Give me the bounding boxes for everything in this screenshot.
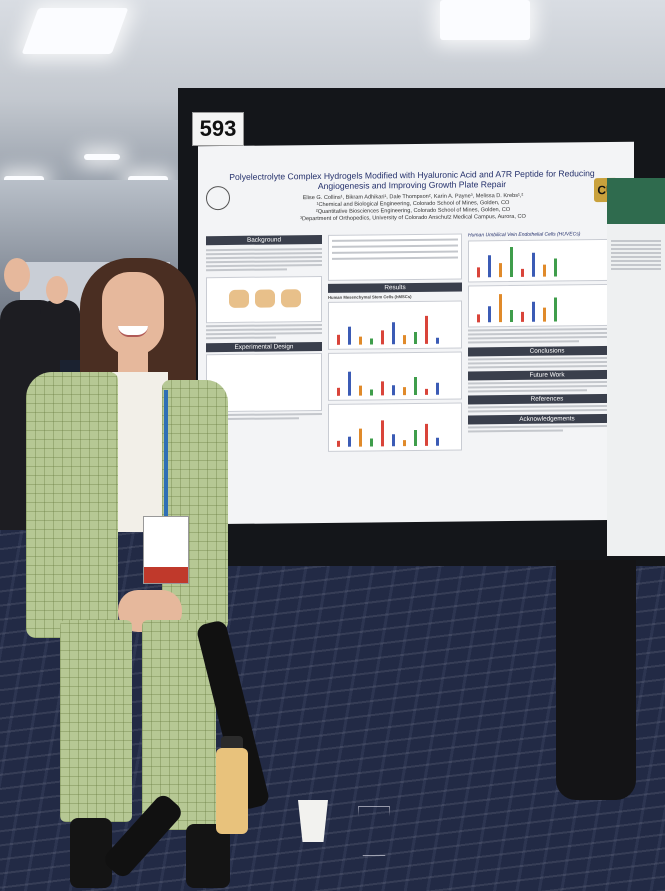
chart-bar (532, 252, 535, 277)
plaid-trousers (60, 620, 132, 822)
chart-bar (532, 301, 535, 322)
hmsc-subheading: Human Mesenchymal Stem Cells (hMSCs) (328, 294, 412, 300)
name-badge (143, 516, 189, 584)
chart-bar (543, 264, 546, 277)
growth-plate-figure (206, 275, 322, 324)
background-attendee-head (4, 258, 30, 292)
chart-bar (392, 322, 395, 345)
chart-bar (477, 314, 480, 323)
face (102, 272, 164, 356)
chart-bar (488, 306, 491, 323)
research-poster: CU Polyelectrolyte Complex Hydrogels Mod… (198, 141, 634, 525)
chart-bar (436, 437, 439, 446)
chart-bar (414, 377, 417, 396)
ceiling-light (84, 154, 120, 160)
chart-bar (337, 440, 340, 448)
chart-bar (425, 316, 428, 345)
hmsc-bar-chart (328, 351, 462, 402)
background-attendee (40, 300, 80, 360)
chart-bar (477, 267, 480, 278)
hmsc-bar-chart (328, 402, 462, 453)
adjacent-poster (607, 178, 665, 556)
chart-bar (348, 371, 351, 396)
poster-authors: Elise G. Collins¹, Bikram Adhikari¹, Dal… (258, 192, 568, 223)
chart-bar (359, 428, 362, 447)
section-header-acknowledgements: Acknowledgements (468, 414, 626, 425)
chart-bar (488, 255, 491, 278)
plaid-blazer (26, 372, 118, 638)
adjacent-poster-header (607, 178, 665, 224)
huvec-bar-chart (468, 239, 626, 283)
chart-bar (381, 381, 384, 396)
chart-bar (381, 420, 384, 447)
chart-bar (414, 332, 417, 345)
chart-bar (348, 436, 351, 447)
shoe (186, 824, 230, 888)
smile (118, 326, 148, 337)
plaid-blazer (162, 380, 228, 632)
formulation-table (328, 233, 462, 281)
chart-bar (499, 294, 502, 323)
chart-bar (359, 385, 362, 396)
chart-bar (414, 430, 417, 447)
chart-bar (403, 335, 406, 345)
badge-ribbon (144, 567, 188, 583)
chart-bar (521, 269, 524, 278)
chart-bar (510, 247, 513, 278)
middle-column: Results Human Mesenchymal Stem Cells (hM… (328, 233, 462, 453)
poster-title: Polyelectrolyte Complex Hydrogels Modifi… (229, 168, 595, 192)
section-header-results: Results (328, 282, 462, 293)
chart-bar (337, 334, 340, 346)
board-stand-right (556, 560, 636, 800)
section-header-future-work: Future Work (468, 370, 626, 381)
chart-bar (370, 338, 373, 345)
chart-bar (510, 310, 513, 323)
chart-bar (392, 385, 395, 396)
lanyard (164, 390, 168, 518)
chart-bar (425, 424, 428, 447)
chart-bar (392, 434, 395, 447)
ceiling-light (21, 8, 129, 54)
shoe (70, 818, 112, 888)
chart-bar (425, 389, 428, 396)
white-top (112, 372, 168, 532)
section-header-experimental-design: Experimental Design (206, 341, 322, 353)
hmsc-bar-chart (328, 300, 462, 351)
section-header-references: References (468, 394, 626, 405)
chart-bar (436, 337, 439, 344)
chart-bar (370, 438, 373, 447)
chart-bar (554, 297, 557, 322)
chart-bar (370, 389, 373, 396)
chart-bar (499, 263, 502, 278)
chart-bar (554, 258, 557, 277)
huvec-subheading: Human Umbilical Vein Endothelial Cells (… (468, 231, 581, 239)
chart-bar (381, 330, 384, 345)
ceiling-light (440, 0, 530, 40)
chart-bar (521, 312, 524, 323)
board-number: 593 (192, 112, 244, 146)
chart-bar (403, 440, 406, 447)
chart-bar (436, 382, 439, 395)
background-attendee-head (46, 276, 68, 304)
paper-cup (298, 800, 328, 842)
chart-bar (403, 387, 406, 396)
chart-bar (337, 387, 340, 397)
clear-cup (358, 806, 390, 856)
right-column: Human Umbilical Vein Endothelial Cells (… (468, 231, 626, 435)
water-bottle (216, 748, 248, 834)
huvec-bar-chart (468, 284, 626, 328)
chart-bar (359, 336, 362, 345)
chart-bar (348, 326, 351, 345)
section-header-conclusions: Conclusions (468, 346, 626, 357)
chart-bar (543, 307, 546, 322)
